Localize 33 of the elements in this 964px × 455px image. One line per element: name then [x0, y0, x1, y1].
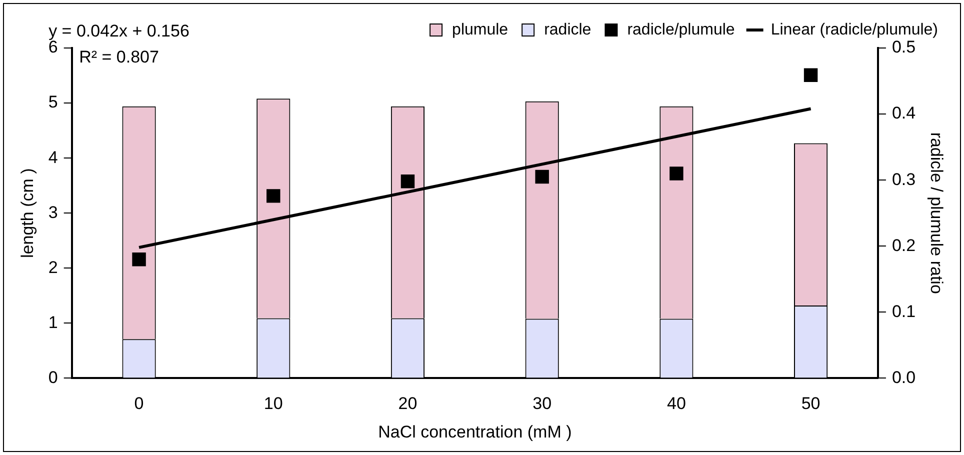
y-tick-label: 0 — [48, 368, 58, 387]
y2-tick-label: 0.1 — [892, 302, 916, 321]
text: y = 0.042x + 0.156 — [48, 22, 190, 41]
point — [804, 68, 818, 82]
y-tick-label: 5 — [48, 92, 58, 112]
x-axis-title: NaCl concentration (mM ) — [378, 422, 572, 442]
x-tick-label: 20 — [398, 394, 418, 414]
y2-tick-label: 0.5 — [892, 38, 916, 57]
y2-tick-label: 0.4 — [892, 104, 916, 123]
legend-label: plumule — [452, 21, 508, 38]
point — [535, 170, 549, 184]
legend-label: Linear (radicle/plumule) — [770, 21, 938, 38]
y2-tick-label: 0.0 — [892, 368, 916, 387]
y2-tick-label: 0.3 — [892, 170, 916, 189]
y-tick-label: 1 — [48, 312, 58, 332]
x-tick-label: 10 — [264, 394, 283, 414]
x-tick-label: 30 — [532, 394, 552, 414]
x-tick-label: 40 — [666, 394, 686, 414]
point — [400, 174, 415, 188]
point — [132, 252, 146, 266]
legend-label: radicle/plumule — [627, 21, 735, 38]
point — [266, 189, 280, 203]
legend-label: radicle — [544, 21, 592, 38]
x-tick-label: 50 — [801, 394, 820, 414]
x-tick-label: 0 — [134, 394, 144, 414]
point — [670, 166, 684, 180]
y-tick-label: 2 — [48, 258, 58, 277]
annotation: R² = 0.807 — [79, 48, 159, 67]
y-axis-title: length (cm ) — [18, 168, 37, 258]
y-tick-label: 4 — [48, 148, 58, 167]
y-tick-label: 3 — [48, 202, 58, 222]
y2-tick-label: 0.2 — [892, 236, 916, 255]
y2-axis-title: radicle / plumule ratio — [927, 132, 946, 294]
